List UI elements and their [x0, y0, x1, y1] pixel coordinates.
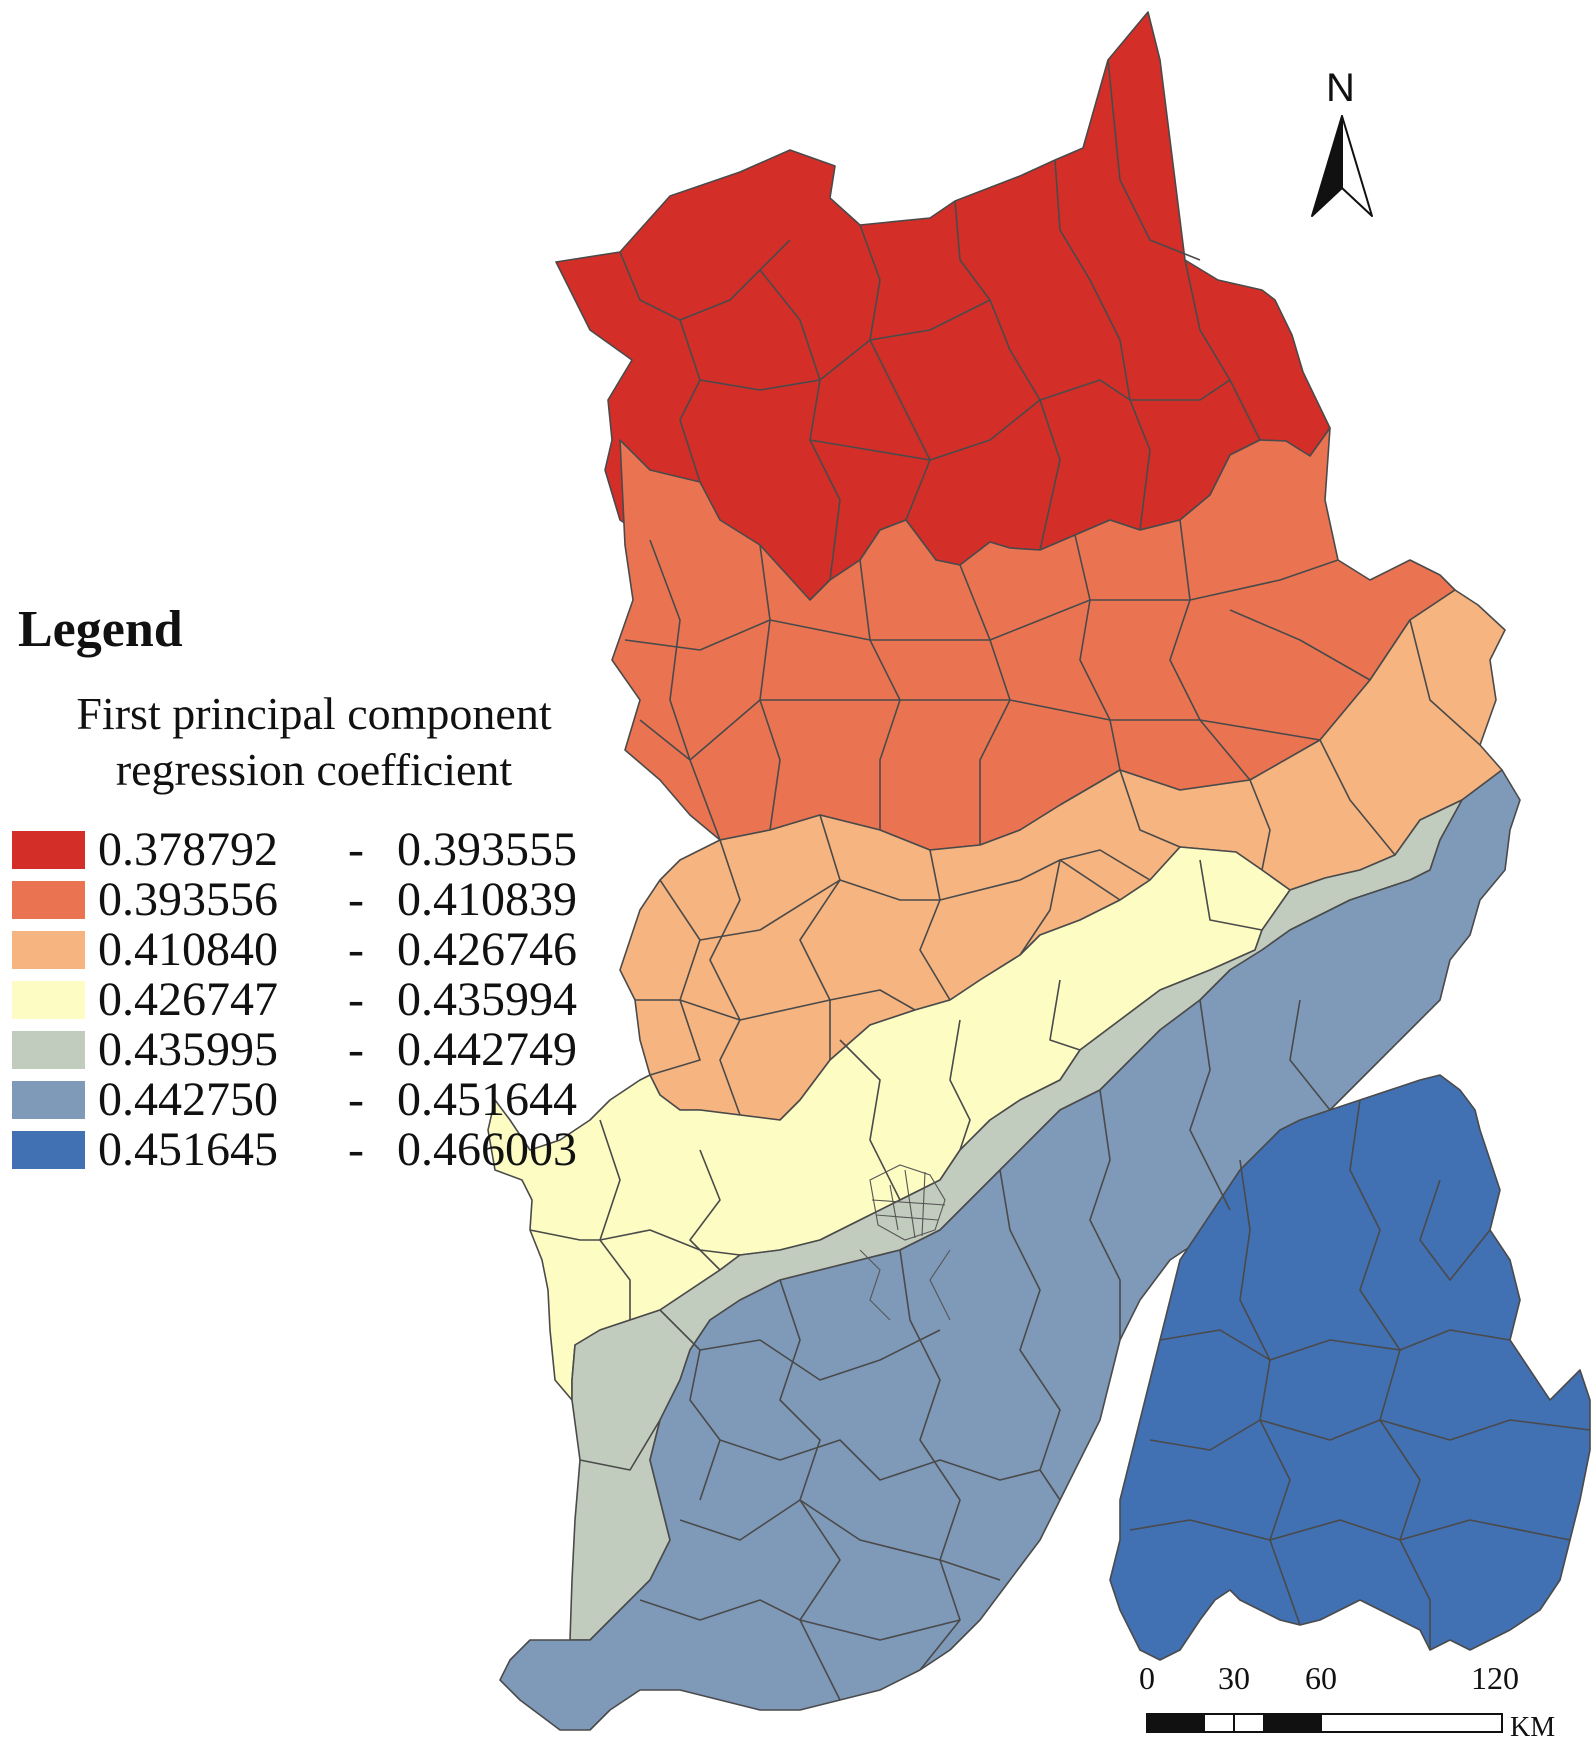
legend-max-value: 0.466003: [397, 1123, 577, 1176]
legend-item: 0.393556 - 0.410839: [12, 876, 612, 924]
legend-swatch: [12, 1131, 85, 1169]
legend-swatch: [12, 831, 85, 869]
legend-min-value: 0.442750: [98, 1073, 278, 1126]
north-arrow-icon: [1311, 115, 1373, 217]
scale-tick-label: 0: [1139, 1660, 1155, 1696]
north-arrow-label: N: [1326, 66, 1355, 110]
legend-separator: -: [348, 923, 364, 976]
region-class-6: [499, 769, 1521, 1731]
legend-swatch: [12, 931, 85, 969]
legend-separator: -: [348, 1073, 364, 1126]
legend-separator: -: [348, 973, 364, 1026]
legend-min-value: 0.410840: [98, 923, 278, 976]
scale-tick-label: 120: [1471, 1660, 1519, 1696]
legend-subtitle-line-1: First principal component: [76, 688, 552, 739]
scale-tick-label: 60: [1305, 1660, 1337, 1696]
legend-item: 0.451645 - 0.466003: [12, 1126, 612, 1174]
legend-max-value: 0.426746: [397, 923, 577, 976]
legend-separator: -: [348, 823, 364, 876]
legend-max-value: 0.410839: [397, 873, 577, 926]
legend-min-value: 0.426747: [98, 973, 278, 1026]
region-class-7: [1109, 1074, 1591, 1661]
legend-separator: -: [348, 1123, 364, 1176]
legend: Legend First principal component regress…: [0, 0, 620, 1200]
scale-bar: [1146, 1713, 1503, 1733]
legend-separator: -: [348, 1023, 364, 1076]
scale-unit-label: KM: [1510, 1712, 1556, 1743]
legend-subtitle: First principal component regression coe…: [14, 686, 614, 798]
legend-item: 0.378792 - 0.393555: [12, 826, 612, 874]
legend-min-value: 0.435995: [98, 1023, 278, 1076]
legend-max-value: 0.393555: [397, 823, 577, 876]
legend-item: 0.442750 - 0.451644: [12, 1076, 612, 1124]
legend-heading: Legend: [18, 601, 183, 658]
legend-swatch: [12, 1081, 85, 1119]
legend-max-value: 0.442749: [397, 1023, 577, 1076]
scale-tick-label: 30: [1218, 1660, 1250, 1696]
legend-swatch: [12, 881, 85, 919]
urban-core-districts: [859, 1164, 951, 1321]
legend-max-value: 0.435994: [397, 973, 577, 1026]
legend-item: 0.410840 - 0.426746: [12, 926, 612, 974]
legend-swatch: [12, 1031, 85, 1069]
legend-item: 0.435995 - 0.442749: [12, 1026, 612, 1074]
county-boundaries: [529, 59, 1591, 1701]
legend-min-value: 0.393556: [98, 873, 278, 926]
legend-min-value: 0.451645: [98, 1123, 278, 1176]
legend-max-value: 0.451644: [397, 1073, 577, 1126]
legend-min-value: 0.378792: [98, 823, 278, 876]
legend-separator: -: [348, 873, 364, 926]
legend-swatch: [12, 981, 85, 1019]
legend-item: 0.426747 - 0.435994: [12, 976, 612, 1024]
legend-subtitle-line-2: regression coefficient: [115, 744, 513, 795]
